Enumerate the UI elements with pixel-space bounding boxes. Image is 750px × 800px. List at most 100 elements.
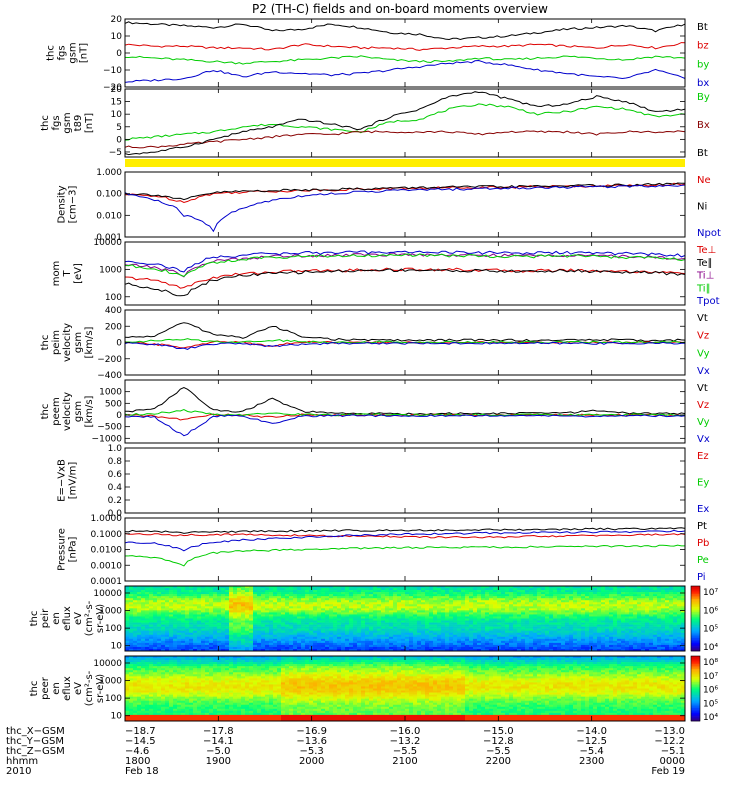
y-axis-label-4: thcpeimvelocitygsm[km/s] [40, 323, 95, 362]
orbit-cell-3-0: −16.0 [390, 726, 421, 737]
series-line-1-2 [124, 91, 686, 156]
series-group-3 [124, 250, 686, 297]
y-tick-label-9-0: 10000 [93, 659, 122, 669]
legend-entry-0-2: by [697, 59, 709, 70]
legend-entry-1-2: Bt [697, 148, 708, 159]
colorbar-tick-9-0: 10⁸ [703, 658, 718, 668]
panel-6: 1.0 0.8 0.6 0.4 0.2 0.0 E=−VxB[mV/m] Ez Ey Ex [57, 444, 710, 519]
series-line-5-0 [124, 386, 686, 416]
y-tick-label-9-2: 100 [105, 694, 122, 704]
colorbar-tick-8-3: 10⁴ [703, 643, 718, 653]
y-tick-label-6-2: 0.6 [108, 470, 123, 480]
orbit-cell-4-2: −5.5 [486, 746, 510, 757]
y-tick-label-7-1: 0.1000 [91, 530, 123, 540]
series-line-3-3 [124, 253, 686, 277]
legend-entry-2-1: Ni [697, 202, 707, 213]
series-line-3-1 [124, 268, 686, 297]
panel-frame-1 [124, 88, 686, 158]
colorbar-tick-9-1: 10⁷ [703, 672, 718, 682]
legend-entry-3-0: Te⊥ [696, 245, 716, 256]
y-tick-label-8-2: 100 [105, 624, 122, 634]
orbit-cell-1-1: −14.1 [203, 736, 234, 747]
legend-entry-7-2: Pe [697, 555, 709, 566]
y-tick-label-2-0: 1.000 [96, 168, 122, 178]
legend-entry-5-3: Vx [697, 434, 710, 445]
orbit-cell-5-0: −14.0 [576, 726, 607, 737]
legend-entry-3-3: Ti∥ [696, 283, 711, 294]
panel-1: 20 15 10 5 0 −5 thcfgsgsmt89[nT] By Bx Bt [40, 85, 710, 159]
y-tick-label-1-2: 10 [111, 110, 123, 120]
series-line-5-3 [124, 414, 686, 437]
legend-entry-2-0: Ne [697, 175, 711, 186]
legend-entry-3-2: Ti⊥ [696, 271, 714, 282]
series-line-2-0 [124, 182, 686, 204]
orbit-cell-0-3: 1800 [125, 756, 150, 767]
legend-entry-6-1: Ey [697, 478, 709, 489]
legend-entry-4-2: Vy [697, 348, 710, 359]
series-line-4-3 [124, 341, 686, 350]
orbit-row-label-3: hhmm [6, 756, 38, 767]
orbit-cell-2-3: 2000 [299, 756, 324, 767]
y-axis-label-1: thcfgsgsmt89[nT] [40, 112, 95, 133]
series-line-7-2 [124, 544, 685, 567]
y-tick-label-5-3: −500 [97, 423, 122, 433]
panel-3: 10000 1000 100 momT[eV] Te⊥ Te∥ Ti⊥Ti∥ Tpot [51, 238, 720, 307]
y-tick-label-1-0: 20 [111, 85, 123, 95]
y-tick-label-4-3: −200 [97, 355, 122, 365]
legend-entry-5-1: Vz [697, 400, 709, 411]
legend-entry-7-3: Pi [697, 572, 706, 583]
orbit-cell-1-0: −17.8 [203, 726, 234, 737]
y-tick-label-6-5: 0.0 [108, 509, 123, 519]
y-tick-label-0-3: −10 [103, 66, 122, 76]
series-line-0-3 [124, 59, 686, 83]
y-tick-label-1-3: 5 [116, 123, 122, 133]
fast-survey-mode-bar [125, 159, 685, 167]
legend-entry-5-0: Vt [697, 383, 708, 394]
y-axis-label-9: thcpeerenefluxeV(cm²-s-sr-eV) [29, 670, 106, 706]
series-line-0-2 [124, 55, 686, 65]
y-tick-label-6-0: 1.0 [108, 444, 123, 454]
orbit-cell-5-1: −12.5 [576, 736, 607, 747]
series-line-2-2 [124, 184, 686, 233]
colorbar-tick-9-3: 10⁵ [703, 699, 718, 709]
y-tick-label-5-2: 0 [116, 411, 122, 421]
series-line-2-1 [124, 182, 685, 201]
orbit-cell-3-1: −13.2 [390, 736, 421, 747]
colorbar-tick-9-4: 10⁴ [703, 713, 718, 723]
y-tick-label-8-3: 10 [111, 642, 123, 652]
y-tick-label-7-2: 0.0100 [91, 546, 123, 556]
orbit-cell-6-2: −5.1 [661, 746, 685, 757]
y-axis-label-2: Density[cm−3] [57, 185, 79, 223]
legend-entry-7-0: Pt [697, 521, 707, 532]
legend-entry-6-0: Ez [697, 451, 709, 462]
series-group-0 [124, 21, 686, 83]
orbit-cell-2-0: −16.9 [296, 726, 327, 737]
series-line-5-2 [124, 408, 686, 417]
legend-entry-3-1: Te∥ [696, 258, 713, 269]
y-tick-label-5-4: −1000 [92, 434, 123, 444]
legend-entry-4-0: Vt [697, 313, 708, 324]
orbit-cell-4-1: −12.8 [483, 736, 514, 747]
y-tick-label-7-3: 0.0010 [91, 561, 123, 571]
y-tick-label-4-4: −400 [97, 371, 122, 381]
legend-entry-3-4: Tpot [696, 296, 720, 307]
legend-entry-0-0: Bt [697, 22, 708, 33]
y-tick-label-8-0: 10000 [93, 589, 122, 599]
y-tick-label-7-4: 0.0001 [91, 577, 123, 587]
y-tick-label-4-2: 0 [116, 339, 122, 349]
legend-entry-5-2: Vy [697, 417, 710, 428]
legend-entry-0-1: bz [697, 41, 709, 52]
panel-stack: 20100−10−20thcfgsgsm[nT]Btbzbybx20151050… [29, 15, 721, 723]
y-tick-label-0-4: −20 [103, 83, 122, 93]
orbit-cell-0-0: −18.7 [125, 726, 156, 737]
legend-entry-1-0: By [697, 92, 710, 103]
y-tick-label-7-0: 1.0000 [91, 514, 123, 524]
panel-0: 20 10 0 −10 −20 thcfgsgsm[nT] Bt bz by bx [46, 15, 710, 93]
orbit-cell-6-3: 0000 [660, 756, 685, 767]
legend-entry-1-1: Bx [697, 120, 710, 131]
y-axis-label-8: thcpeirenefluxeV(cm²-s-sr-eV) [29, 600, 106, 636]
